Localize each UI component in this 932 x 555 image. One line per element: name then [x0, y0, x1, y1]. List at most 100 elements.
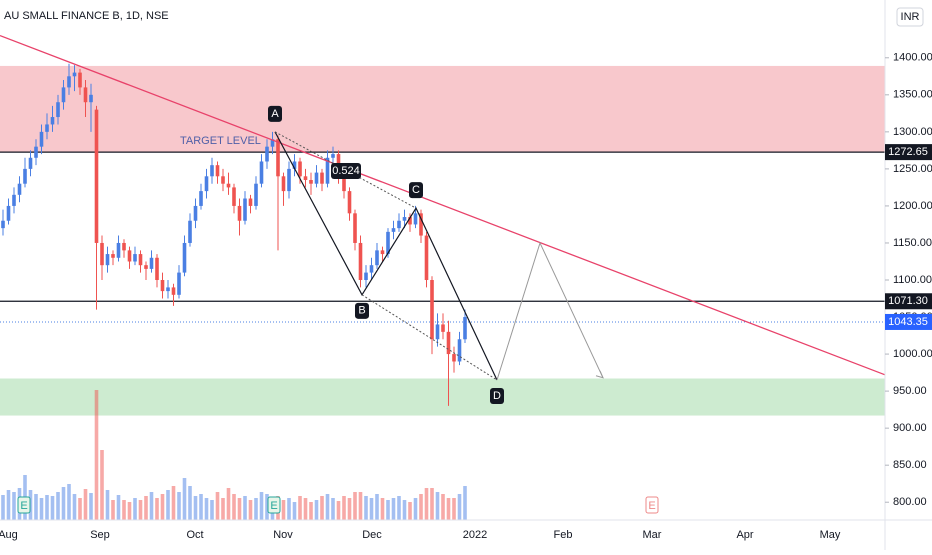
- x-tick-label: Oct: [186, 529, 203, 541]
- volume-bar: [364, 496, 368, 520]
- candle-body: [254, 183, 258, 206]
- candle-body: [270, 139, 275, 147]
- plot: [0, 34, 886, 520]
- volume-bar: [430, 488, 434, 520]
- candle-body: [111, 254, 115, 258]
- candle-body: [281, 176, 286, 192]
- volume-bar: [358, 492, 363, 520]
- volume-bar: [138, 500, 143, 520]
- candle-body: [342, 176, 346, 192]
- candle-body: [331, 154, 335, 158]
- y-tick-label: 1000.00: [893, 348, 932, 360]
- candle-body: [6, 205, 11, 221]
- candle-body: [375, 250, 379, 266]
- volume-bar: [380, 498, 385, 520]
- candle-body: [369, 265, 374, 273]
- candle-body: [177, 272, 181, 295]
- earnings-marker-label: E: [270, 500, 277, 512]
- volume-bar: [34, 494, 38, 520]
- candle-body: [259, 161, 264, 184]
- candle-body: [419, 213, 423, 236]
- volume-bar: [243, 496, 247, 520]
- volume-bar: [419, 494, 423, 520]
- candle-body: [243, 198, 247, 221]
- volume-bar: [50, 496, 55, 520]
- candle-body: [144, 265, 148, 269]
- candle-body: [116, 242, 121, 258]
- candle-body: [78, 72, 82, 88]
- volume-bar: [265, 494, 269, 520]
- x-tick-label: May: [820, 529, 841, 541]
- volume-bar: [160, 494, 165, 520]
- volume-bar: [402, 500, 407, 520]
- ratio-label: 0.524: [332, 165, 360, 177]
- volume-bar: [435, 492, 440, 520]
- volume-bar: [287, 498, 291, 520]
- candle-body: [61, 87, 66, 103]
- y-tick-label: 1250.00: [893, 163, 932, 175]
- currency-label[interactable]: INR: [901, 11, 920, 23]
- earnings-marker: [267, 496, 281, 514]
- volume-bar: [83, 489, 88, 520]
- volume-bar: [457, 494, 462, 520]
- volume-bar: [61, 487, 66, 520]
- candle-body: [94, 109, 99, 243]
- y-tick-label: 900.00: [893, 422, 927, 434]
- candle-body: [402, 217, 407, 221]
- candle-body: [276, 139, 280, 177]
- volume-bar: [314, 500, 319, 520]
- volume-bar: [177, 492, 181, 520]
- candle-body: [193, 205, 198, 221]
- candle-body: [386, 231, 390, 255]
- volume-bar: [155, 498, 159, 520]
- x-tick-label: 2022: [463, 529, 487, 541]
- volume-bar: [369, 498, 374, 520]
- chart-title: AU SMALL FINANCE B, 1D, NSE: [4, 10, 169, 22]
- volume-bar: [39, 498, 44, 520]
- volume-bar: [226, 488, 231, 520]
- candle-body: [353, 213, 357, 243]
- volume-bar: [331, 498, 335, 520]
- y-tick-label: 950.00: [893, 385, 927, 397]
- candle-body: [160, 280, 165, 292]
- volume-bar: [325, 494, 330, 520]
- volume-bar: [67, 484, 71, 520]
- volume-bar: [375, 494, 379, 520]
- candle-body: [182, 242, 187, 273]
- currency-button[interactable]: [896, 7, 924, 27]
- candle-body: [320, 172, 324, 184]
- candle-body: [292, 161, 297, 169]
- candle-body: [12, 194, 16, 206]
- y-tick-label: 1200.00: [893, 200, 932, 212]
- candle-body: [127, 250, 132, 262]
- earnings-marker: [645, 496, 659, 514]
- candle-body: [210, 165, 214, 177]
- resistance-zone: [0, 65, 885, 153]
- x-tick-label: Apr: [736, 529, 753, 541]
- volume-bar: [182, 478, 187, 520]
- volume-bar: [149, 492, 154, 520]
- volume-bar: [254, 498, 258, 520]
- candle-body: [45, 124, 49, 132]
- candle-body: [221, 176, 225, 184]
- earnings-marker-label: E: [20, 500, 27, 512]
- y-tick-label: 1400.00: [893, 52, 932, 64]
- candle-body: [67, 76, 71, 88]
- candle-body: [166, 287, 170, 292]
- candle-body: [28, 157, 33, 169]
- last-price-label: 1043.35: [888, 316, 928, 328]
- volume-bar: [446, 498, 451, 520]
- candle-body: [452, 354, 456, 362]
- volume-bar: [144, 496, 148, 520]
- candle-body: [122, 242, 126, 251]
- candle-body: [265, 146, 269, 162]
- volume-bar: [188, 486, 192, 520]
- candle-body: [309, 180, 313, 184]
- pattern-point-label: C: [412, 184, 420, 196]
- candle-body: [149, 257, 154, 269]
- price-tag: [885, 293, 932, 310]
- candle-body: [298, 161, 302, 177]
- volume-bar: [441, 494, 445, 520]
- candle-body: [424, 235, 429, 280]
- volume-bar: [100, 450, 104, 520]
